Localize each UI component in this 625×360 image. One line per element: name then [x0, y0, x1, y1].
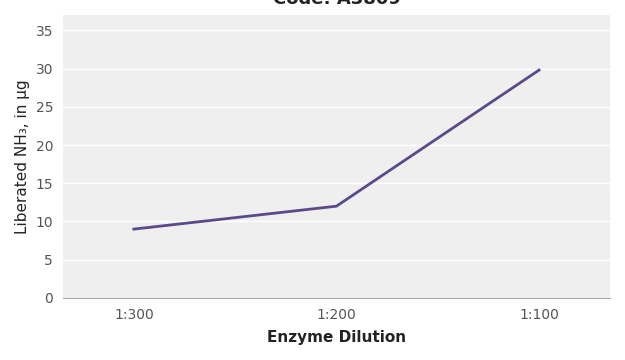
Text: Code: A3809: Code: A3809: [272, 0, 401, 8]
X-axis label: Enzyme Dilution: Enzyme Dilution: [267, 330, 406, 345]
Y-axis label: Liberated NH₃, in µg: Liberated NH₃, in µg: [15, 79, 30, 234]
